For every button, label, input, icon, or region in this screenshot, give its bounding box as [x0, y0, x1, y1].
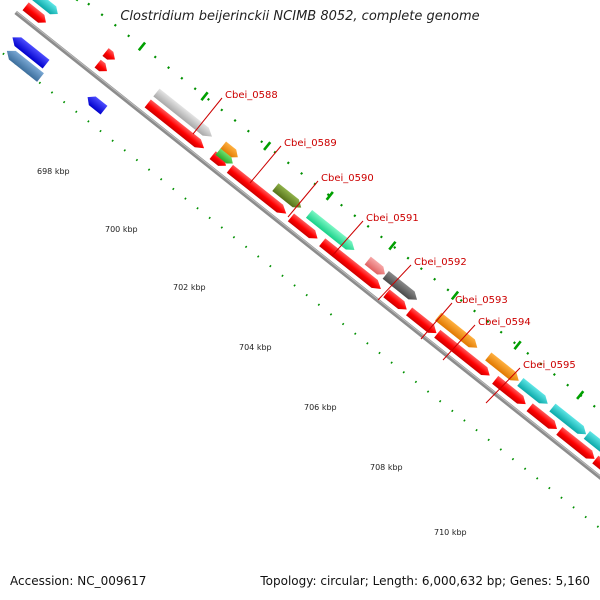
- tick-mark: [75, 0, 84, 2]
- gene-arrow-gray[interactable]: [153, 88, 215, 141]
- tick-mark: [200, 91, 209, 101]
- genome-summary-label: Topology: circular; Length: 6,000,632 bp…: [260, 574, 590, 588]
- gene-arrow-cyan[interactable]: [583, 430, 600, 474]
- gene-arrow-darkgray[interactable]: [382, 270, 421, 304]
- gene-arrow[interactable]: [209, 151, 230, 169]
- gene-label-cbei-0589[interactable]: Cbei_0589: [284, 138, 337, 149]
- callout-line: [420, 302, 453, 340]
- gene-arrow[interactable]: [319, 238, 384, 293]
- gene-arrow[interactable]: [226, 164, 290, 218]
- gene-arrow[interactable]: [383, 289, 410, 313]
- callout-line: [331, 220, 364, 257]
- accession-label: Accession: NC_009617: [10, 574, 147, 588]
- callout-line: [249, 145, 282, 184]
- tick-mark: [388, 240, 397, 251]
- gene-arrow-steel[interactable]: [3, 47, 44, 82]
- tick-label-708: 708 kbp: [370, 463, 403, 472]
- tick-mark: [513, 340, 522, 350]
- gene-label-cbei-0595[interactable]: Cbei_0595: [523, 360, 576, 371]
- gene-label-cbei-0592[interactable]: Cbei_0592: [414, 257, 467, 268]
- gene-arrow-blue[interactable]: [84, 93, 108, 115]
- gene-arrow[interactable]: [94, 59, 111, 75]
- genome-backbone: [14, 10, 600, 537]
- callout-line: [377, 264, 412, 301]
- gene-arrow-blue[interactable]: [9, 33, 50, 69]
- tick-mark: [263, 141, 272, 151]
- gene-arrow-aquamarine[interactable]: [305, 209, 358, 254]
- gene-arrow-orange[interactable]: [219, 141, 241, 161]
- gene-arrow[interactable]: [526, 403, 561, 433]
- gene-arrow-green[interactable]: [215, 148, 235, 167]
- gene-arrow[interactable]: [492, 375, 529, 408]
- gene-arrow-cyan[interactable]: [517, 378, 551, 408]
- cds-track-forward: [22, 2, 600, 494]
- gene-arrow[interactable]: [556, 426, 597, 463]
- gene-label-cbei-0591[interactable]: Cbei_0591: [366, 213, 419, 224]
- gene-arrow[interactable]: [405, 307, 440, 337]
- tick-mark: [325, 191, 334, 201]
- map-title: Clostridium beijerinckii NCIMB 8052, com…: [120, 9, 480, 24]
- gene-label-cbei-0594[interactable]: Cbei_0594: [478, 317, 531, 328]
- callout-line: [485, 367, 521, 404]
- gene-label-cbei-0588[interactable]: Cbei_0588: [225, 90, 278, 101]
- callout-line: [287, 180, 319, 218]
- genome-backbone-highlight: [15, 11, 600, 535]
- tick-mark: [450, 290, 460, 301]
- gene-arrow-orange[interactable]: [485, 352, 522, 385]
- tick-mark: [576, 390, 585, 400]
- gene-arrow-orange[interactable]: [435, 312, 480, 352]
- tick-label-700: 700 kbp: [105, 225, 138, 234]
- gene-callouts: [192, 97, 521, 404]
- tick-label-698: 698 kbp: [37, 167, 70, 176]
- gene-arrow-cyan[interactable]: [31, 0, 61, 18]
- tick-label-710: 710 kbp: [434, 528, 467, 537]
- genome-track-group: [0, 0, 600, 568]
- cog-track-forward: [31, 0, 600, 474]
- tick-label-702: 702 kbp: [173, 283, 206, 292]
- gene-arrow-cyan[interactable]: [549, 403, 589, 439]
- callout-line: [192, 97, 223, 135]
- gene-arrow-pink[interactable]: [364, 256, 388, 279]
- tick-label-704: 704 kbp: [239, 343, 272, 352]
- gene-arrow-olive[interactable]: [272, 183, 304, 211]
- gene-label-cbei-0590[interactable]: Cbei_0590: [321, 173, 374, 184]
- callout-line: [442, 324, 476, 361]
- cds-track-reverse: [3, 33, 108, 115]
- gene-arrow[interactable]: [434, 329, 493, 380]
- gene-arrow[interactable]: [287, 213, 321, 242]
- major-ticks: [75, 0, 585, 400]
- gene-arrow[interactable]: [144, 99, 208, 153]
- inner-dotted-track: [0, 42, 600, 568]
- gene-label-cbei-0593[interactable]: Cbei_0593: [455, 295, 508, 306]
- gene-arrow[interactable]: [22, 2, 50, 26]
- tick-label-706: 706 kbp: [304, 403, 337, 412]
- gene-arrow-red[interactable]: [102, 48, 118, 63]
- tick-mark: [137, 41, 147, 52]
